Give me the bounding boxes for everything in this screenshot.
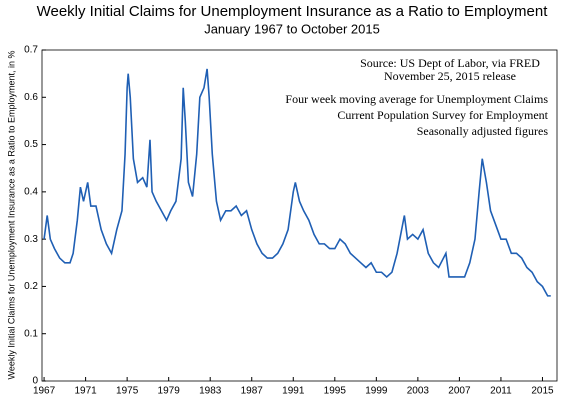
y-tick-label: 0.1 — [24, 328, 38, 339]
x-tick-label: 2015 — [531, 386, 554, 397]
annotation: November 25, 2015 release — [384, 69, 516, 83]
y-tick-label: 0.6 — [24, 92, 38, 103]
x-tick-label: 1987 — [241, 386, 264, 397]
y-tick-label: 0.7 — [24, 45, 38, 56]
y-tick-label: 0.3 — [24, 234, 38, 245]
chart-title: Weekly Initial Claims for Unemployment I… — [37, 3, 549, 20]
plot-frame — [41, 49, 558, 382]
x-tick-label: 1971 — [74, 386, 97, 397]
x-tick-label: 1979 — [158, 386, 181, 397]
annotation: Four week moving average for Unemploymen… — [285, 92, 548, 106]
x-tick-label: 2011 — [490, 386, 512, 397]
x-tick-label: 1975 — [116, 386, 139, 397]
x-tick-label: 1999 — [365, 386, 388, 397]
line — [43, 68, 551, 297]
y-axis-label: Weekly Initial Claims for Unemployment I… — [6, 51, 16, 380]
x-tick-label: 1991 — [282, 386, 305, 397]
chart-subtitle: January 1967 to October 2015 — [204, 21, 380, 36]
x-tick-label: 1967 — [33, 386, 56, 397]
x-tick-label: 2003 — [407, 386, 430, 397]
annotation: Source: US Dept of Labor, via FRED — [360, 56, 540, 70]
annotation: Current Population Survey for Employment — [337, 108, 548, 122]
x-tick-label: 1995 — [324, 386, 347, 397]
y-tick-label: 0.2 — [24, 281, 38, 292]
y-tick-label: 0 — [32, 376, 38, 387]
x-tick-label: 1983 — [199, 386, 222, 397]
y-tick-label: 0.4 — [24, 186, 38, 197]
y-tick-label: 0.5 — [24, 139, 38, 150]
annotation: Seasonally adjusted figures — [417, 124, 549, 138]
x-tick-label: 2007 — [448, 386, 471, 397]
